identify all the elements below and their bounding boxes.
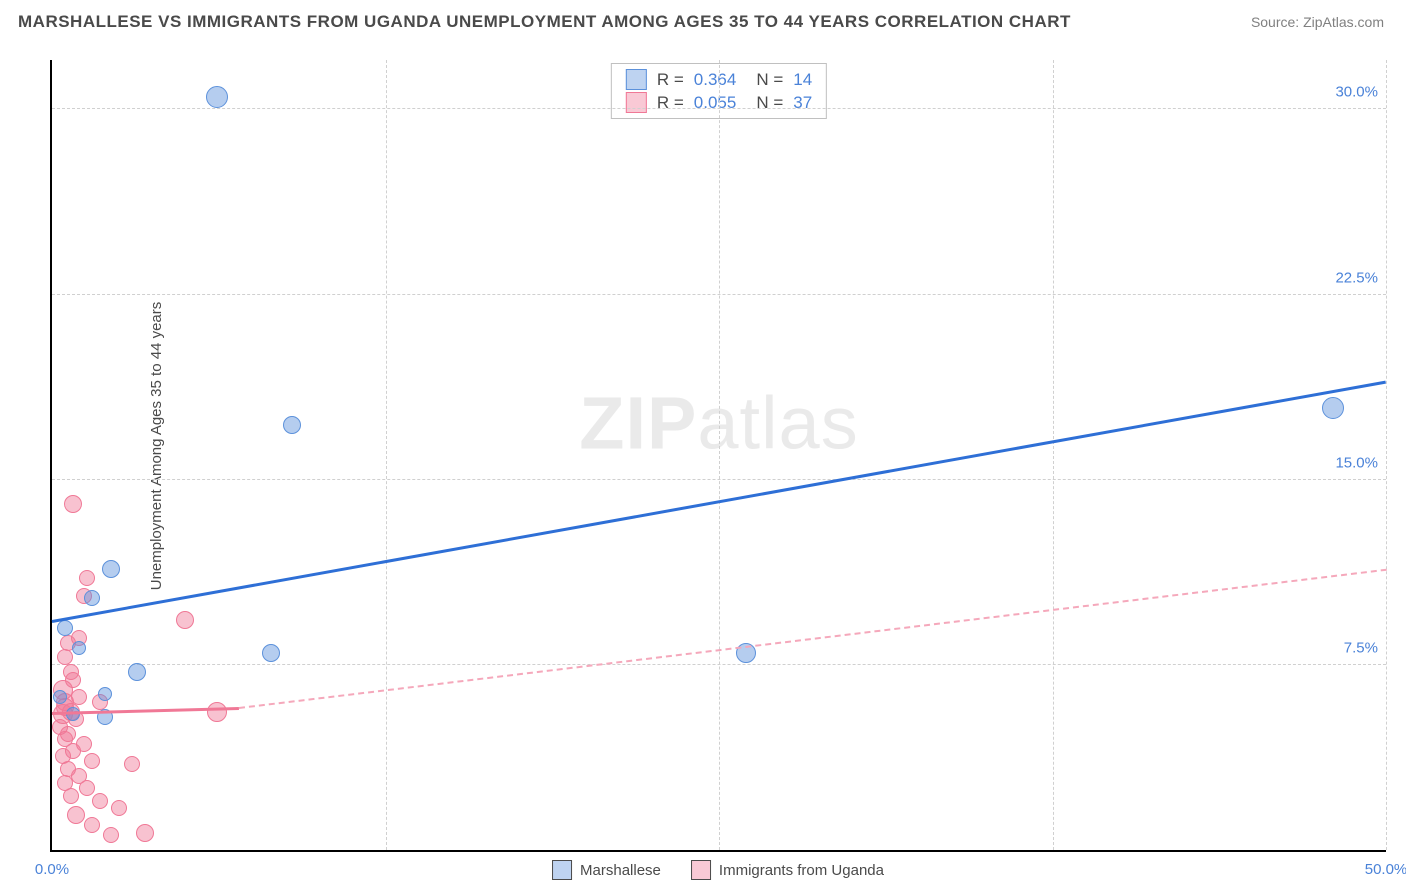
scatter-point [67,806,85,824]
y-tick-label: 15.0% [1335,454,1378,471]
y-tick-label: 30.0% [1335,84,1378,101]
scatter-point [206,86,228,108]
scatter-point [128,663,146,681]
scatter-point [79,570,95,586]
chart-title: MARSHALLESE VS IMMIGRANTS FROM UGANDA UN… [18,12,1071,32]
scatter-point [57,649,73,665]
legend-label-pink: Immigrants from Uganda [719,862,884,879]
legend-swatch-pink [691,860,711,880]
scatter-point [92,793,108,809]
scatter-point [57,620,73,636]
source-label: Source: ZipAtlas.com [1251,14,1384,30]
scatter-point [262,644,280,662]
scatter-point [124,756,140,772]
scatter-point [207,702,227,722]
scatter-point [176,611,194,629]
scatter-point [1322,397,1344,419]
scatter-point [136,824,154,842]
x-tick-label: 50.0% [1365,861,1406,878]
scatter-point [63,788,79,804]
scatter-point [102,560,120,578]
y-tick-label: 22.5% [1335,269,1378,286]
scatter-point [53,690,67,704]
trend-line [239,569,1386,709]
legend-item-uganda: Immigrants from Uganda [691,860,884,880]
scatter-point [79,780,95,796]
r-swatch-pink [626,92,647,113]
scatter-point [283,416,301,434]
chart-container: MARSHALLESE VS IMMIGRANTS FROM UGANDA UN… [0,0,1406,892]
series-legend: Marshallese Immigrants from Uganda [552,860,884,880]
r-swatch-blue [626,69,647,90]
scatter-point [98,687,112,701]
x-tick-label: 0.0% [35,861,69,878]
y-tick-label: 7.5% [1344,639,1378,656]
scatter-point [72,641,86,655]
scatter-point [84,590,100,606]
legend-item-marshallese: Marshallese [552,860,661,880]
chart-area: ZIPatlas R =0.364N =14R =0.055N =37 7.5%… [50,60,1386,852]
legend-label-blue: Marshallese [580,862,661,879]
plot-area: ZIPatlas R =0.364N =14R =0.055N =37 7.5%… [50,60,1386,852]
legend-swatch-blue [552,860,572,880]
scatter-point [84,817,100,833]
scatter-point [103,827,119,843]
scatter-point [111,800,127,816]
scatter-point [64,495,82,513]
scatter-point [84,753,100,769]
